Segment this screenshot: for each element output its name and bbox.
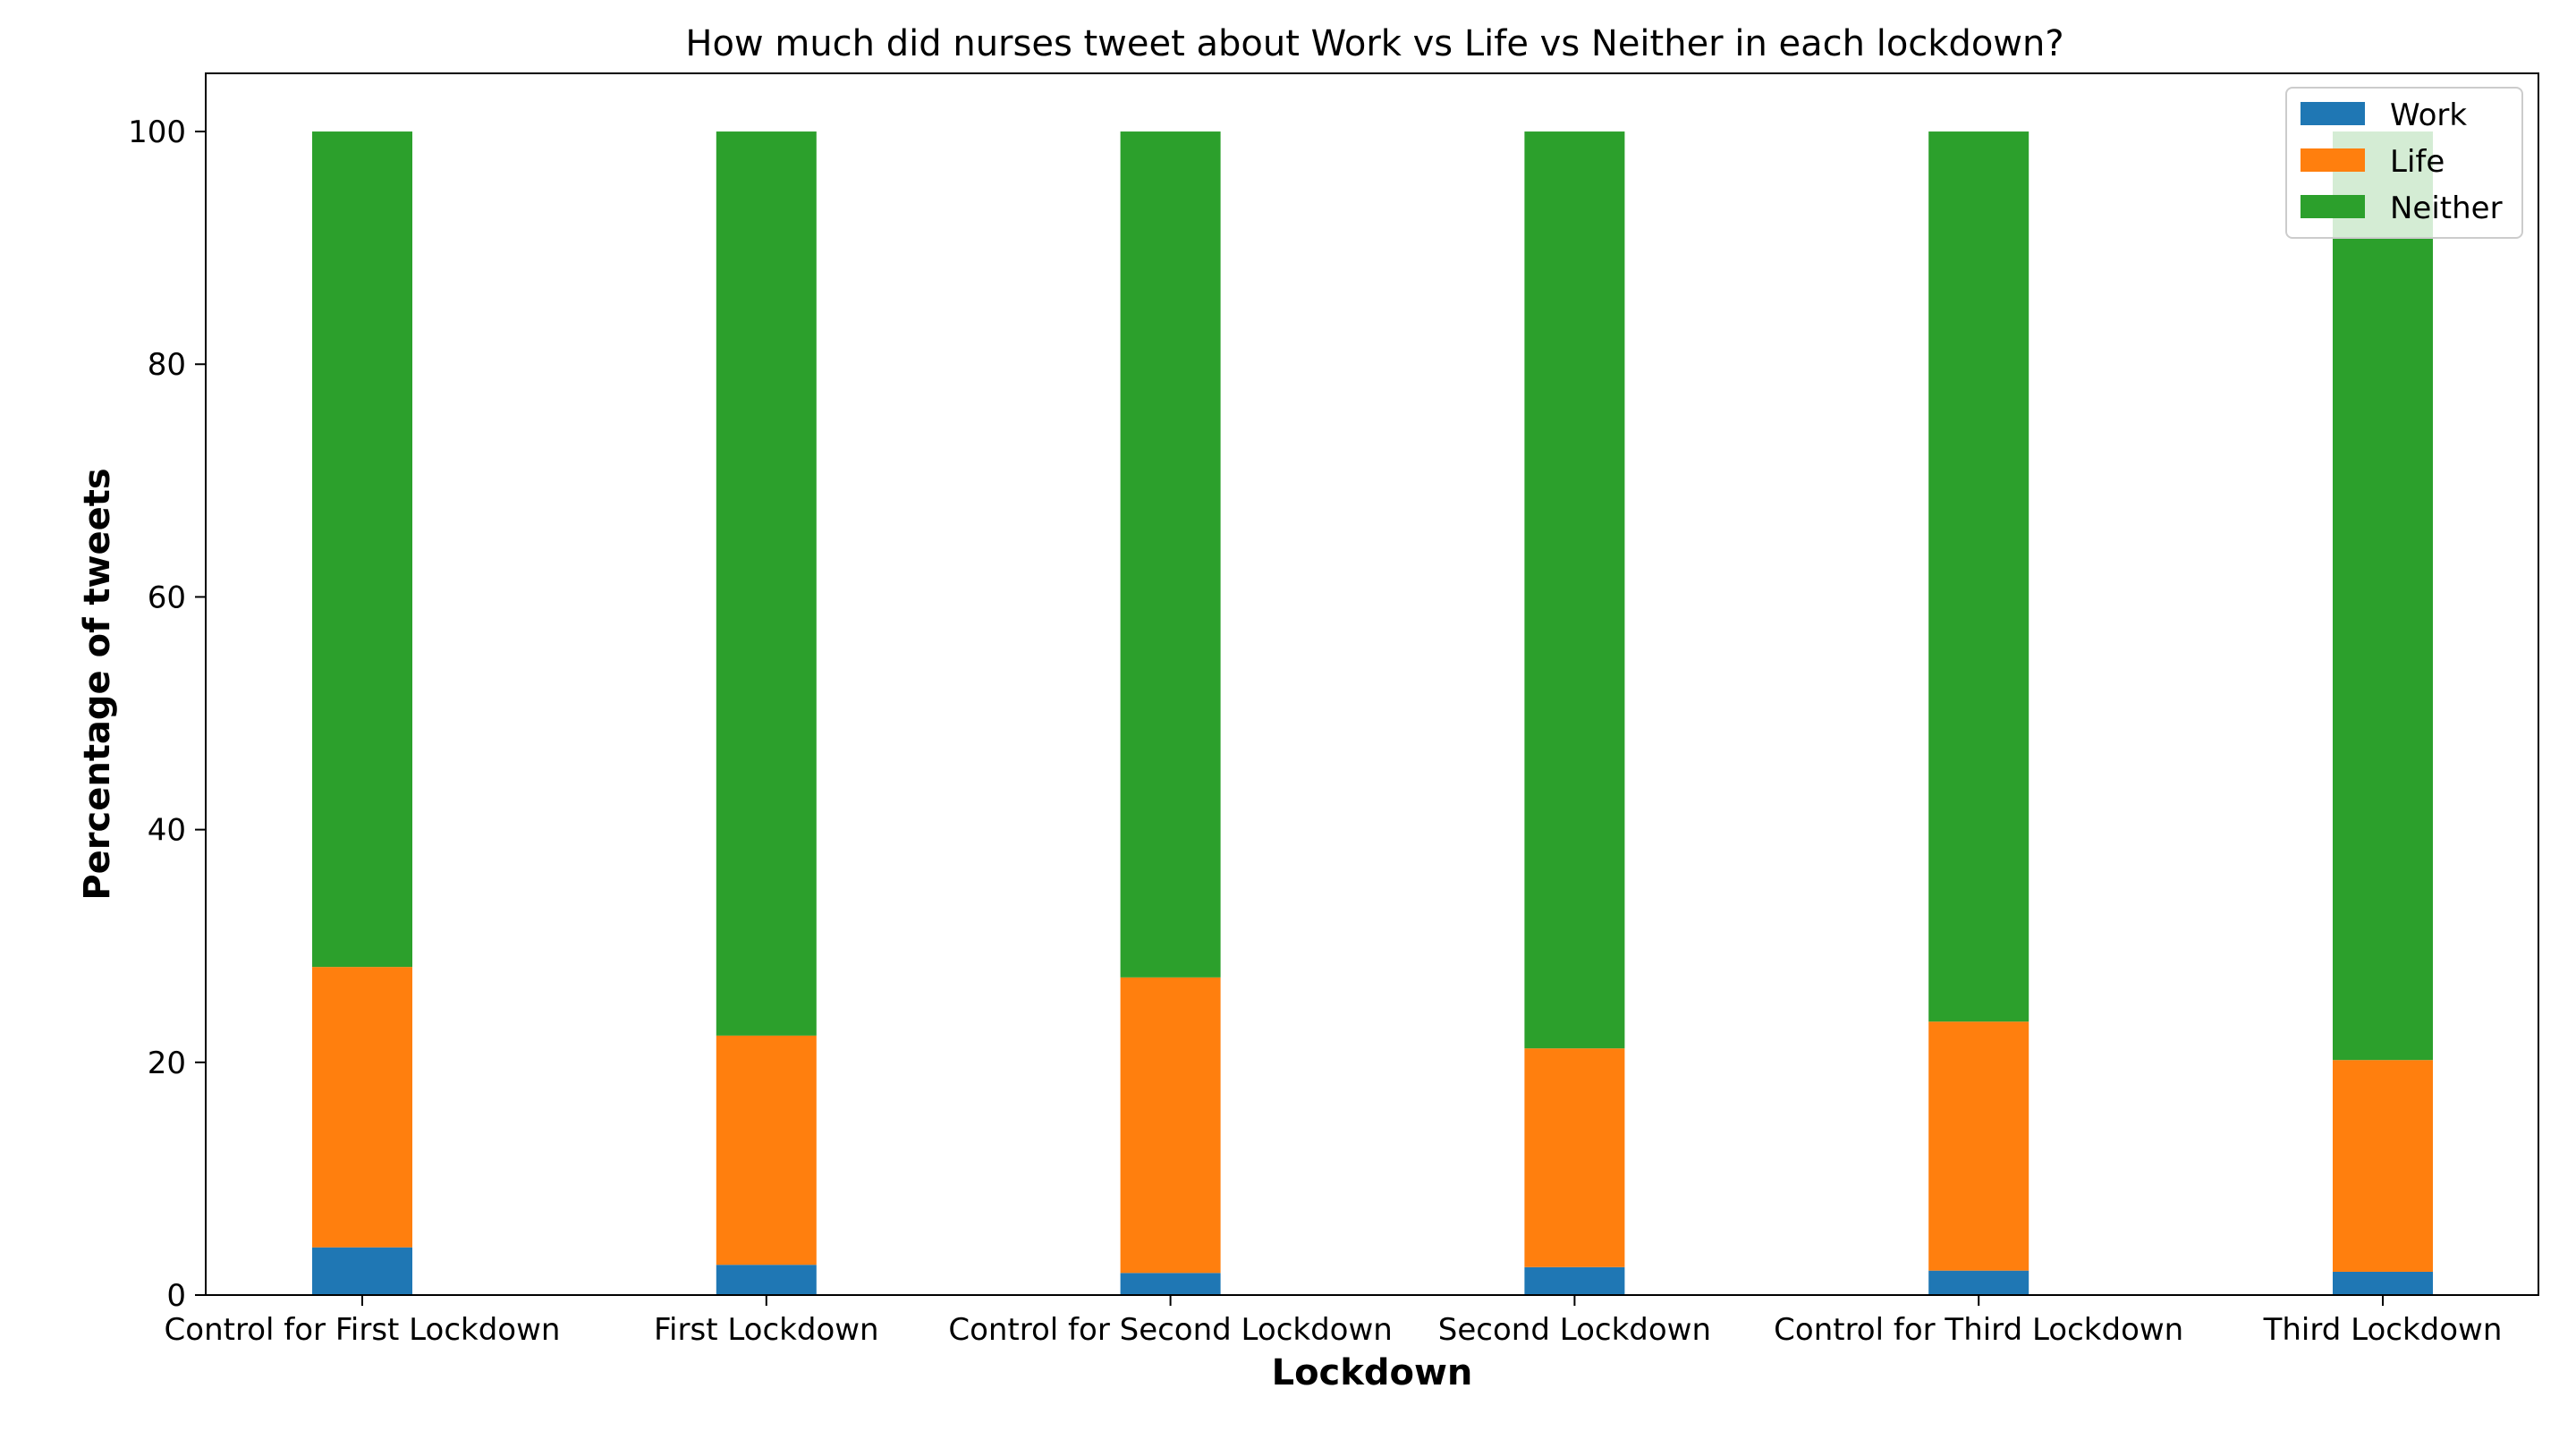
bar-life-6 <box>2333 1060 2433 1272</box>
legend: Work Life Neither <box>2285 87 2523 239</box>
y-tick-label: 60 <box>148 580 186 615</box>
bar-neither-4 <box>1524 131 1625 1049</box>
legend-swatch-life <box>2301 148 2365 172</box>
x-axis-label: Lockdown <box>1272 1352 1473 1393</box>
x-tick-label: Control for First Lockdown <box>165 1312 561 1348</box>
x-axis: Control for First Lockdown First Lockdown… <box>165 1295 2503 1348</box>
bar-neither-2 <box>716 131 817 1036</box>
x-tick-label: Third Lockdown <box>2263 1312 2503 1348</box>
bar-work-2 <box>716 1265 817 1295</box>
y-tick-label: 100 <box>128 114 186 150</box>
bar-neither-1 <box>312 131 412 968</box>
bars-layer <box>312 131 2433 1295</box>
y-axis-label: Percentage of tweets <box>77 468 118 900</box>
bar-work-1 <box>312 1247 412 1295</box>
x-tick-label: First Lockdown <box>654 1312 879 1348</box>
bar-life-2 <box>716 1035 817 1266</box>
x-tick-label: Control for Second Lockdown <box>948 1312 1392 1348</box>
y-axis: 0 20 40 60 80 100 <box>128 114 206 1314</box>
legend-label-neither: Neither <box>2390 191 2503 226</box>
legend-label-work: Work <box>2390 97 2467 133</box>
legend-swatch-neither <box>2301 195 2365 218</box>
bar-life-5 <box>1928 1021 2029 1271</box>
bar-work-5 <box>1928 1270 2029 1295</box>
legend-label-life: Life <box>2390 144 2445 180</box>
bar-work-6 <box>2333 1271 2433 1295</box>
bar-neither-5 <box>1928 131 2029 1022</box>
y-tick-label: 80 <box>148 347 186 383</box>
y-tick-label: 20 <box>148 1046 186 1081</box>
x-tick-label: Second Lockdown <box>1438 1312 1711 1348</box>
bar-work-3 <box>1120 1273 1221 1295</box>
bar-neither-6 <box>2333 131 2433 1061</box>
bar-life-1 <box>312 967 412 1248</box>
bar-life-4 <box>1524 1048 1625 1267</box>
plot-frame <box>205 72 2539 1296</box>
legend-swatch-work <box>2301 102 2365 125</box>
bar-life-3 <box>1120 977 1221 1274</box>
bar-work-4 <box>1524 1266 1625 1295</box>
chart-title: How much did nurses tweet about Work vs … <box>685 23 2063 64</box>
y-tick-label: 0 <box>166 1278 186 1314</box>
x-tick-label: Control for Third Lockdown <box>1774 1312 2183 1348</box>
bar-neither-3 <box>1120 131 1221 978</box>
y-tick-label: 40 <box>148 813 186 849</box>
